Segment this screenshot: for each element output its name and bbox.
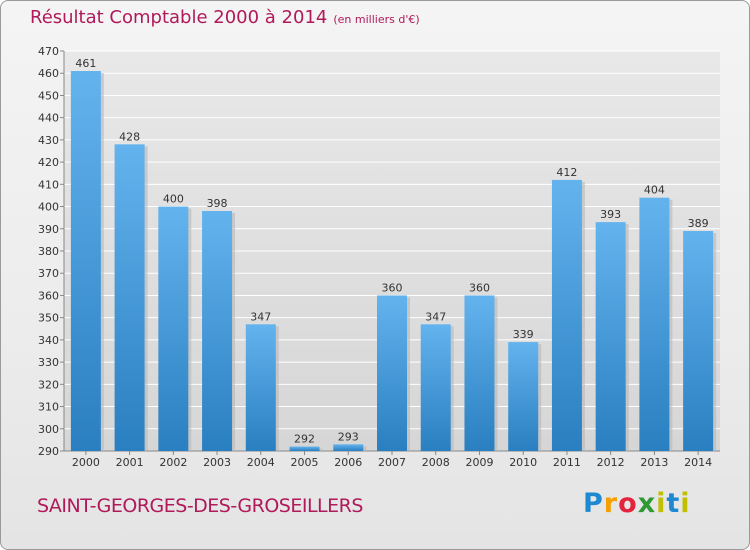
x-tick-label-2012: 2012 <box>597 456 625 469</box>
y-tick-label: 290 <box>38 445 59 458</box>
data-label-2006: 293 <box>338 430 359 443</box>
chart-title: Résultat Comptable 2000 à 2014 (en millie… <box>30 7 420 28</box>
x-tick-label-2008: 2008 <box>422 456 450 469</box>
bar-2013 <box>639 197 670 451</box>
chart-title-main: Résultat Comptable 2000 à 2014 <box>30 7 328 28</box>
x-tick-label-2009: 2009 <box>465 456 493 469</box>
bar-2014 <box>683 231 714 451</box>
bar-2009 <box>464 295 495 451</box>
y-tick-label: 400 <box>38 201 59 214</box>
bar-2002 <box>158 206 189 451</box>
bar-2010 <box>508 342 539 451</box>
y-tick-label: 440 <box>38 112 59 125</box>
data-label-2000: 461 <box>75 57 96 70</box>
bar-2008 <box>420 324 451 451</box>
x-tick-label-2013: 2013 <box>640 456 668 469</box>
bar-2004 <box>245 324 276 451</box>
x-tick-label-2014: 2014 <box>684 456 712 469</box>
bar-2011 <box>551 179 582 451</box>
y-tick-label: 450 <box>38 89 59 102</box>
data-label-2008: 347 <box>425 310 446 323</box>
bar-2001 <box>114 144 145 452</box>
y-tick-label: 360 <box>38 289 59 302</box>
x-tick-label-2007: 2007 <box>378 456 406 469</box>
y-tick-label: 350 <box>38 312 59 325</box>
y-tick-label: 430 <box>38 134 59 147</box>
data-label-2005: 292 <box>294 433 315 446</box>
y-tick-label: 310 <box>38 401 59 414</box>
data-label-2002: 400 <box>163 193 184 206</box>
y-tick-label: 300 <box>38 423 59 436</box>
x-tick-label-2005: 2005 <box>291 456 319 469</box>
x-tick-label-2000: 2000 <box>72 456 100 469</box>
x-tick-label-2002: 2002 <box>159 456 187 469</box>
y-tick-label: 330 <box>38 356 59 369</box>
x-tick-label-2003: 2003 <box>203 456 231 469</box>
bar-2005 <box>289 446 320 451</box>
proxiti-logo: Proxiti <box>583 488 691 519</box>
chart-title-unit: (en milliers d'€) <box>333 13 420 26</box>
y-tick-label: 470 <box>38 45 59 58</box>
bar-2006 <box>333 444 364 451</box>
data-label-2012: 393 <box>600 208 621 221</box>
y-tick-label: 420 <box>38 156 59 169</box>
data-label-2011: 412 <box>556 166 577 179</box>
data-label-2007: 360 <box>382 281 403 294</box>
bar-2003 <box>202 211 233 451</box>
y-tick-label: 390 <box>38 223 59 236</box>
bar-2000 <box>70 71 101 451</box>
x-tick-label-2001: 2001 <box>116 456 144 469</box>
data-label-2014: 389 <box>688 217 709 230</box>
town-name: SAINT-GEORGES-DES-GROSEILLERS <box>37 495 363 517</box>
y-tick-label: 340 <box>38 334 59 347</box>
x-tick-label-2004: 2004 <box>247 456 275 469</box>
data-label-2013: 404 <box>644 184 665 197</box>
x-tick-label-2010: 2010 <box>509 456 537 469</box>
x-tick-label-2011: 2011 <box>553 456 581 469</box>
data-label-2009: 360 <box>469 281 490 294</box>
data-label-2001: 428 <box>119 130 140 143</box>
data-label-2004: 347 <box>250 310 271 323</box>
bar-2007 <box>377 295 407 451</box>
y-tick-label: 380 <box>38 245 59 258</box>
y-tick-label: 410 <box>38 178 59 191</box>
y-tick-label: 370 <box>38 267 59 280</box>
data-label-2010: 339 <box>513 328 534 341</box>
bar-2012 <box>595 222 626 451</box>
x-tick-label-2006: 2006 <box>334 456 362 469</box>
y-tick-label: 460 <box>38 67 59 80</box>
y-tick-label: 320 <box>38 378 59 391</box>
data-label-2003: 398 <box>207 197 228 210</box>
